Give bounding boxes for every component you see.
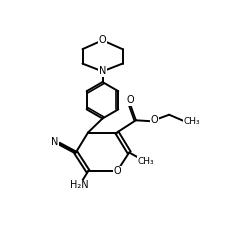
Text: CH₃: CH₃ <box>137 157 154 166</box>
Text: H₂N: H₂N <box>70 180 89 190</box>
Text: O: O <box>127 95 135 105</box>
Text: O: O <box>151 115 159 125</box>
Text: N: N <box>52 137 59 148</box>
Text: N: N <box>99 66 106 77</box>
Text: CH₃: CH₃ <box>183 117 200 126</box>
Text: O: O <box>99 35 106 45</box>
Text: O: O <box>114 166 121 176</box>
